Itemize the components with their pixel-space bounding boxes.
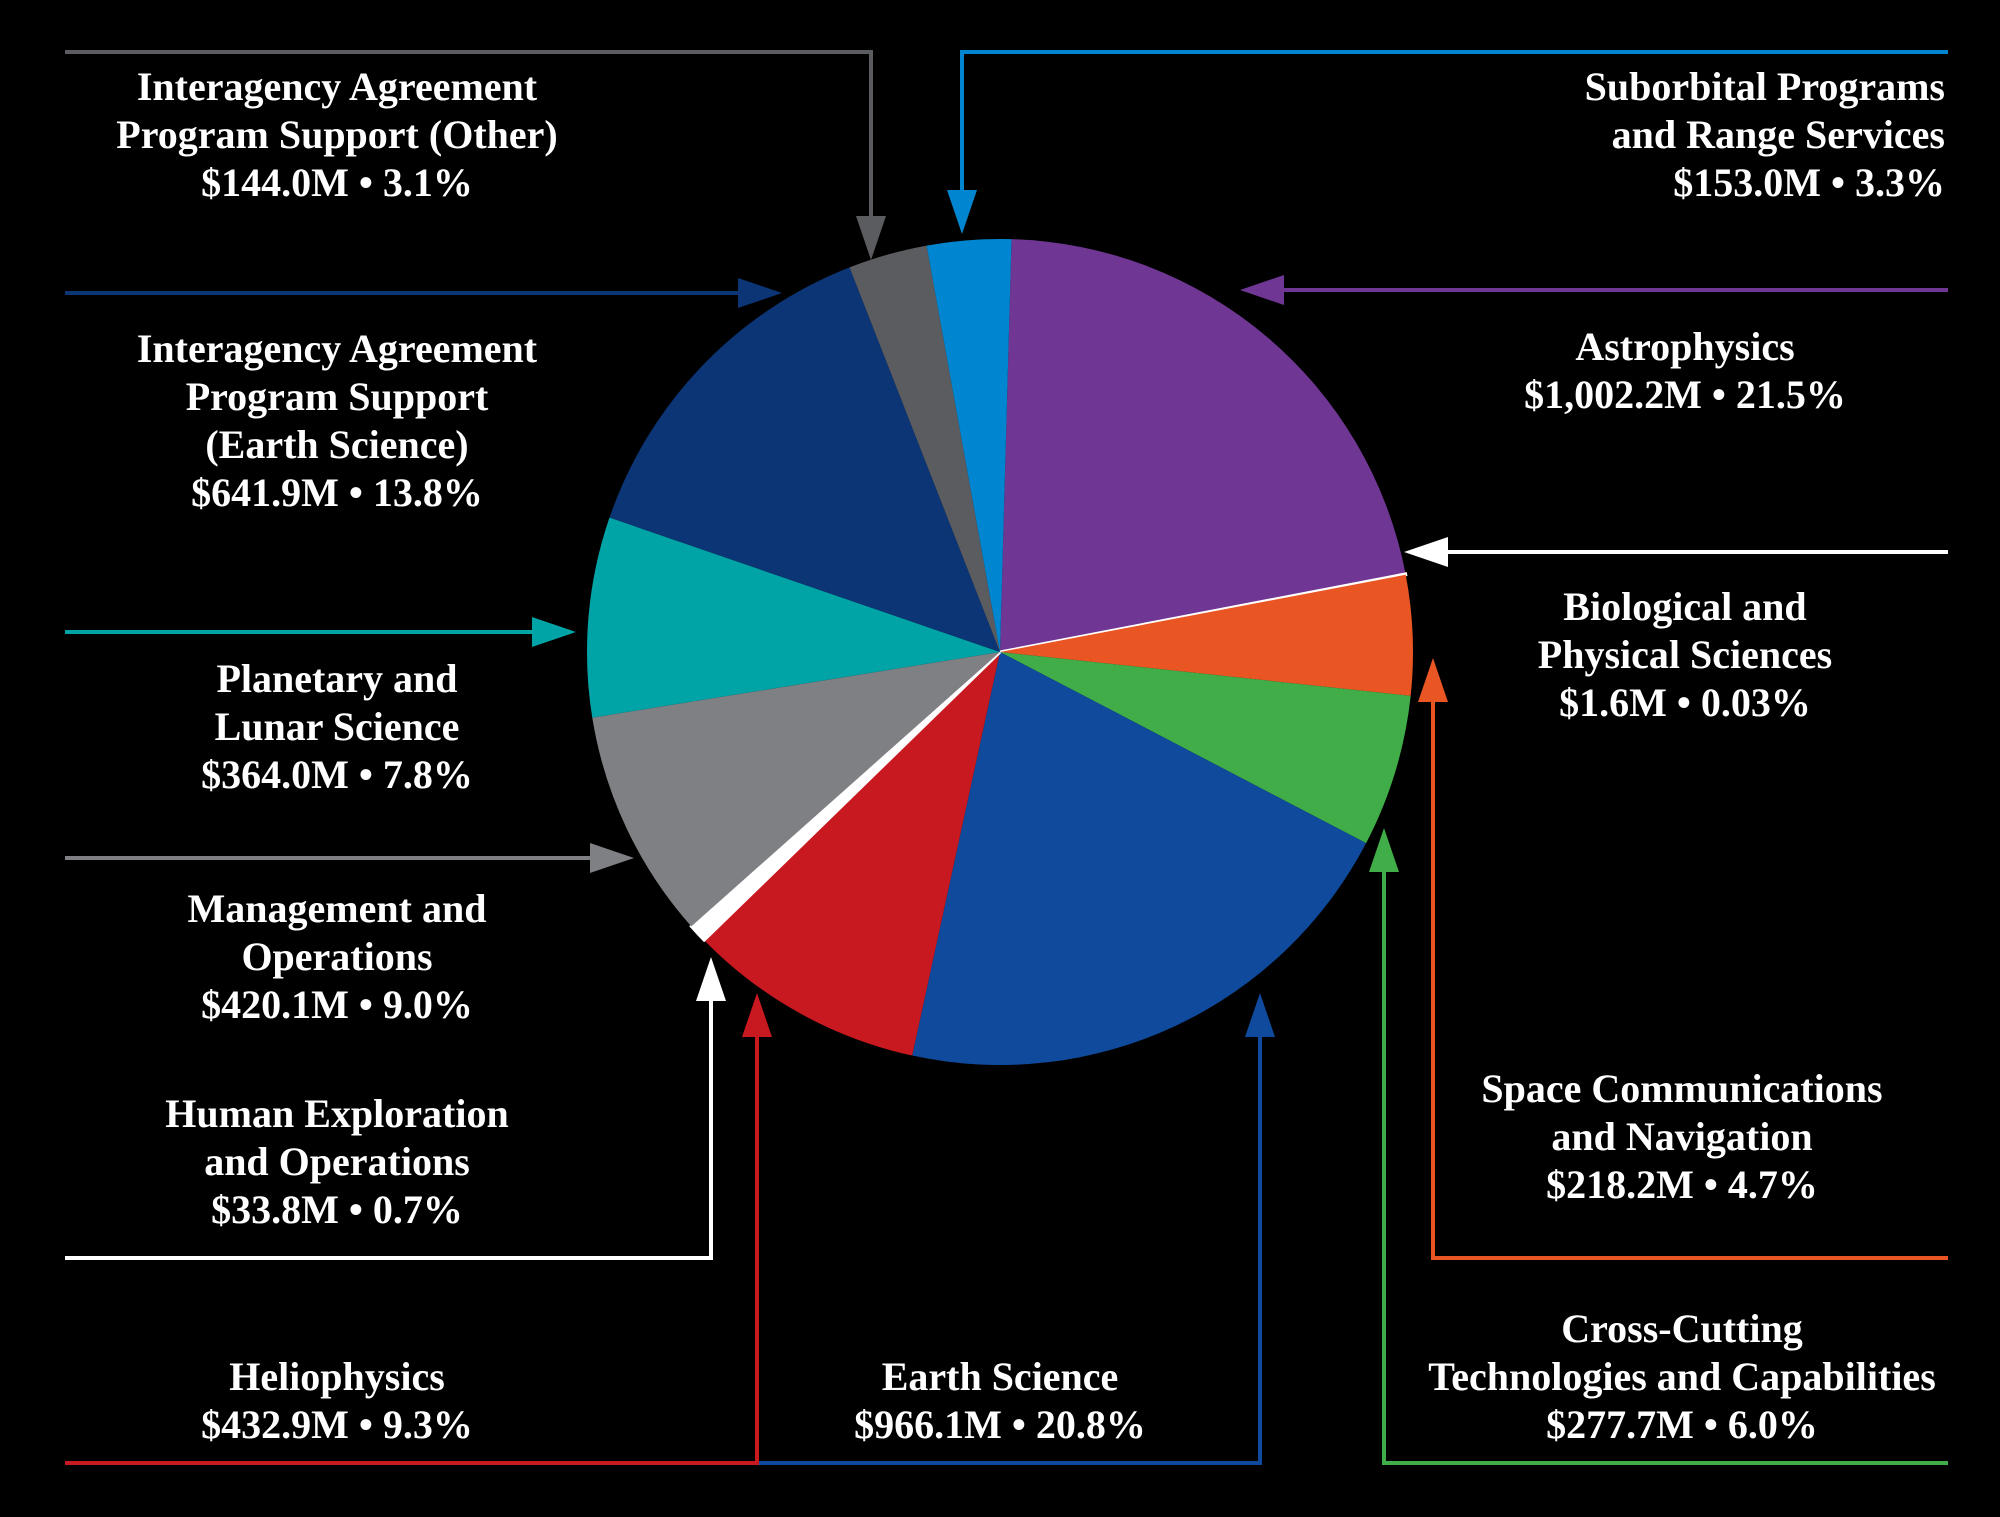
label-human-exploration-line-2: and Operations xyxy=(204,1139,470,1184)
label-space-communications-line-2: and Navigation xyxy=(1551,1114,1812,1159)
leader-iap-other xyxy=(65,50,886,260)
pie-slice-biological-physical xyxy=(999,572,1408,654)
leader-planetary-lunar xyxy=(65,617,576,647)
label-suborbital: Suborbital Programs and Range Services $15… xyxy=(1585,64,1945,205)
label-iap-other: Interagency Agreement Program Support (Ot… xyxy=(116,64,557,205)
label-earth-science: Earth Science $966.1M • 20.8% xyxy=(854,1354,1146,1447)
label-heliophysics-line-1: Heliophysics xyxy=(229,1354,445,1399)
pie-slice-planetary-lunar xyxy=(587,517,1000,718)
arrow-earth-science xyxy=(1245,993,1275,1037)
label-cross-cutting-value: $277.7M • 6.0% xyxy=(1546,1402,1818,1447)
label-biological-physical: Biological and Physical Sciences $1.6M • 0… xyxy=(1538,584,1832,725)
label-biological-physical-line-1: Biological and xyxy=(1563,584,1806,629)
arrow-astrophysics xyxy=(1240,275,1284,305)
leader-space-communications xyxy=(1418,658,1948,1260)
label-earth-science-line-1: Earth Science xyxy=(882,1354,1119,1399)
leader-management-operations xyxy=(65,843,634,873)
pie-slice-space-communications xyxy=(1000,574,1414,696)
leader-earth-science xyxy=(757,993,1275,1465)
label-planetary-lunar-line-1: Planetary and xyxy=(216,656,457,701)
arrow-iap-earth-science xyxy=(738,278,782,308)
leader-iap-earth-science xyxy=(65,278,782,308)
leader-suborbital xyxy=(947,50,1948,234)
label-iap-earth-science-line-2: Program Support xyxy=(186,374,489,419)
label-management-operations: Management and Operations $420.1M • 9.0% xyxy=(188,886,487,1027)
slice-labels: Astrophysics $1,002.2M • 21.5% Biological … xyxy=(116,64,1945,1447)
arrow-human-exploration xyxy=(696,957,726,1001)
arrow-space-communications xyxy=(1418,658,1448,702)
label-suborbital-line-2: and Range Services xyxy=(1612,112,1945,157)
leader-heliophysics xyxy=(65,993,772,1465)
label-astrophysics-line-1: Astrophysics xyxy=(1575,324,1794,369)
label-iap-other-line-2: Program Support (Other) xyxy=(116,112,557,157)
label-iap-earth-science-line-1: Interagency Agreement xyxy=(137,326,538,371)
label-heliophysics: Heliophysics $432.9M • 9.3% xyxy=(201,1354,473,1447)
pie-slice-astrophysics xyxy=(1000,239,1406,652)
leader-astrophysics xyxy=(1240,275,1948,305)
arrow-iap-other xyxy=(856,216,886,260)
label-human-exploration: Human Exploration and Operations $33.8M • … xyxy=(165,1091,508,1232)
leader-lines xyxy=(65,50,1948,1465)
label-space-communications-value: $218.2M • 4.7% xyxy=(1546,1162,1818,1207)
leader-biological-physical xyxy=(1404,537,1948,567)
label-human-exploration-line-1: Human Exploration xyxy=(165,1091,508,1136)
label-iap-earth-science-line-3: (Earth Science) xyxy=(205,422,468,467)
arrow-heliophysics xyxy=(742,993,772,1037)
pie-slice-earth-science xyxy=(912,652,1367,1066)
label-iap-earth-science: Interagency Agreement Program Support (Ear… xyxy=(137,326,538,515)
leader-cross-cutting xyxy=(1369,828,1948,1465)
label-biological-physical-line-2: Physical Sciences xyxy=(1538,632,1832,677)
label-management-operations-line-1: Management and xyxy=(188,886,487,931)
label-heliophysics-value: $432.9M • 9.3% xyxy=(201,1402,473,1447)
label-planetary-lunar-line-2: Lunar Science xyxy=(215,704,460,749)
arrow-suborbital xyxy=(947,190,977,234)
pie-slice-human-exploration xyxy=(689,650,1002,943)
label-suborbital-line-1: Suborbital Programs xyxy=(1585,64,1945,109)
label-cross-cutting-line-1: Cross-Cutting xyxy=(1561,1306,1803,1351)
label-earth-science-value: $966.1M • 20.8% xyxy=(854,1402,1146,1447)
label-iap-earth-science-value: $641.9M • 13.8% xyxy=(191,470,483,515)
arrow-management-operations xyxy=(590,843,634,873)
label-iap-other-value: $144.0M • 3.1% xyxy=(201,160,473,205)
arrow-cross-cutting xyxy=(1369,828,1399,872)
pie-slice-cross-cutting xyxy=(1000,652,1411,844)
pie-slice-iap-earth-science xyxy=(609,267,1000,652)
label-cross-cutting-line-2: Technologies and Capabilities xyxy=(1428,1354,1936,1399)
label-management-operations-value: $420.1M • 9.0% xyxy=(201,982,473,1027)
pie-slice-management-operations xyxy=(592,652,1000,927)
label-management-operations-line-2: Operations xyxy=(241,934,432,979)
pie-slice-heliophysics xyxy=(704,652,1000,1056)
pie-slices xyxy=(587,238,1414,1066)
label-space-communications-line-1: Space Communications xyxy=(1481,1066,1882,1111)
leader-human-exploration xyxy=(65,957,726,1260)
label-iap-other-line-1: Interagency Agreement xyxy=(137,64,538,109)
label-cross-cutting: Cross-Cutting Technologies and Capabiliti… xyxy=(1428,1306,1936,1447)
label-space-communications: Space Communications and Navigation $218.2… xyxy=(1481,1066,1882,1207)
pie-slice-suborbital xyxy=(926,238,1012,652)
label-planetary-lunar: Planetary and Lunar Science $364.0M • 7.8% xyxy=(201,656,473,797)
label-human-exploration-value: $33.8M • 0.7% xyxy=(211,1187,463,1232)
label-biological-physical-value: $1.6M • 0.03% xyxy=(1559,680,1811,725)
label-suborbital-value: $153.0M • 3.3% xyxy=(1673,160,1945,205)
label-astrophysics: Astrophysics $1,002.2M • 21.5% xyxy=(1524,324,1846,417)
arrow-biological-physical xyxy=(1404,537,1448,567)
pie-slice-iap-other xyxy=(849,245,1000,652)
label-astrophysics-value: $1,002.2M • 21.5% xyxy=(1524,372,1846,417)
arrow-planetary-lunar xyxy=(532,617,576,647)
label-planetary-lunar-value: $364.0M • 7.8% xyxy=(201,752,473,797)
